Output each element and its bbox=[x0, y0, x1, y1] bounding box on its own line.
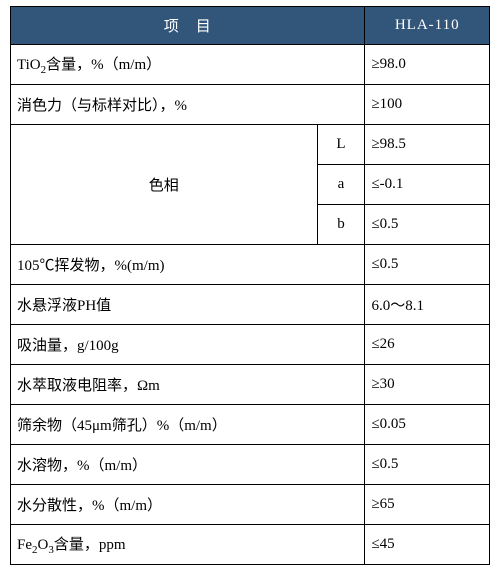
table-row: 筛余物（45μm筛孔）%（m/m） ≤0.05 bbox=[11, 405, 490, 445]
header-value: HLA-110 bbox=[365, 7, 490, 45]
cell-value: ≤45 bbox=[365, 525, 490, 565]
cell-sub: a bbox=[317, 165, 365, 205]
cell-item: Fe2O3含量，ppm bbox=[11, 525, 365, 565]
cell-value: ≥98.0 bbox=[365, 45, 490, 85]
cell-item: 吸油量，g/100g bbox=[11, 325, 365, 365]
cell-value: ≤26 bbox=[365, 325, 490, 365]
cell-item: 筛余物（45μm筛孔）%（m/m） bbox=[11, 405, 365, 445]
cell-value: ≤0.5 bbox=[365, 445, 490, 485]
cell-item: 水分散性，%（m/m） bbox=[11, 485, 365, 525]
table-row: 吸油量，g/100g ≤26 bbox=[11, 325, 490, 365]
table-row: 水萃取液电阻率，Ωm ≥30 bbox=[11, 365, 490, 405]
cell-value: ≤0.05 bbox=[365, 405, 490, 445]
table-row: 水悬浮液PH值 6.0～8.1 bbox=[11, 285, 490, 325]
cell-item: TiO2含量，%（m/m） bbox=[11, 45, 365, 85]
cell-value: ≤-0.1 bbox=[365, 165, 490, 205]
cell-value: ≥100 bbox=[365, 85, 490, 125]
cell-item: 105℃挥发物，%(m/m) bbox=[11, 245, 365, 285]
cell-item: 消色力（与标样对比），% bbox=[11, 85, 365, 125]
cell-value: ≤0.5 bbox=[365, 245, 490, 285]
cell-item: 水悬浮液PH值 bbox=[11, 285, 365, 325]
cell-value: 6.0～8.1 bbox=[365, 285, 490, 325]
table-row: 105℃挥发物，%(m/m) ≤0.5 bbox=[11, 245, 490, 285]
table-row: TiO2含量，%（m/m） ≥98.0 bbox=[11, 45, 490, 85]
table-row: 水分散性，%（m/m） ≥65 bbox=[11, 485, 490, 525]
cell-group: 色相 bbox=[11, 125, 318, 245]
cell-value: ≥30 bbox=[365, 365, 490, 405]
table-row: 色相 L ≥98.5 bbox=[11, 125, 490, 165]
cell-value: ≥98.5 bbox=[365, 125, 490, 165]
cell-item: 水溶物，%（m/m） bbox=[11, 445, 365, 485]
cell-value: ≥65 bbox=[365, 485, 490, 525]
cell-sub: b bbox=[317, 205, 365, 245]
spec-table: 项 目 HLA-110 TiO2含量，%（m/m） ≥98.0 消色力（与标样对… bbox=[10, 6, 490, 565]
header-item: 项 目 bbox=[11, 7, 365, 45]
cell-sub: L bbox=[317, 125, 365, 165]
table-row: 消色力（与标样对比），% ≥100 bbox=[11, 85, 490, 125]
cell-value: ≤0.5 bbox=[365, 205, 490, 245]
cell-item: 水萃取液电阻率，Ωm bbox=[11, 365, 365, 405]
table-header-row: 项 目 HLA-110 bbox=[11, 7, 490, 45]
table-row: Fe2O3含量，ppm ≤45 bbox=[11, 525, 490, 565]
table-row: 水溶物，%（m/m） ≤0.5 bbox=[11, 445, 490, 485]
